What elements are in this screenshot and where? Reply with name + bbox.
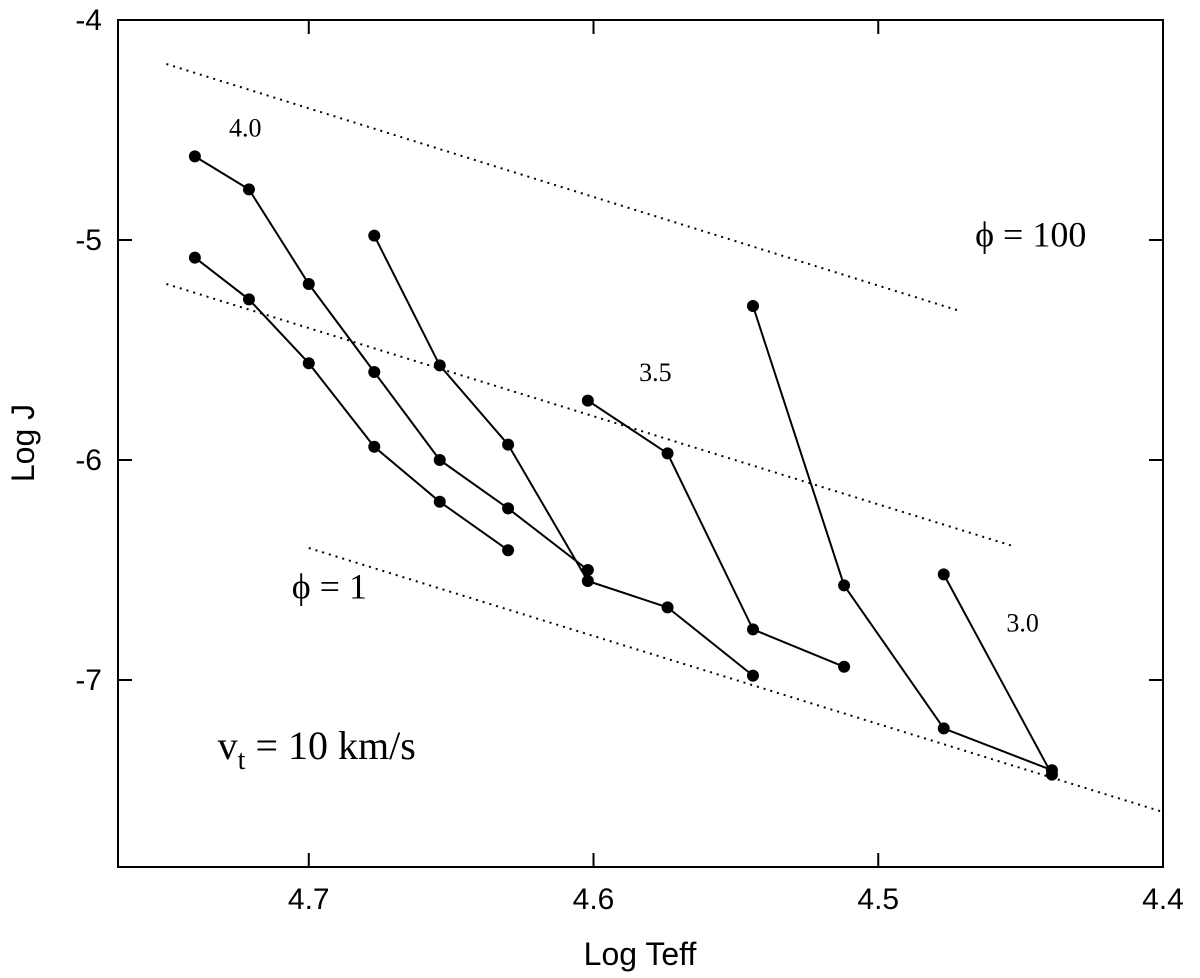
data-point [838, 579, 851, 592]
data-point [368, 366, 381, 378]
data-point [581, 394, 594, 407]
data-point [661, 447, 674, 460]
data-point [368, 440, 381, 453]
y-axis-ticks: -4 -5 -6 -7 [75, 4, 1163, 697]
data-point [433, 495, 446, 508]
data-point [746, 669, 759, 682]
data-point [581, 575, 594, 587]
annotation-label: ϕ = 100 [975, 215, 1086, 255]
data-point [242, 183, 255, 196]
data-point [188, 251, 201, 264]
dotted-reference-line [308, 547, 1164, 813]
series-line [194, 155, 589, 571]
x-tick-label: 4.6 [573, 883, 615, 916]
x-tick-label: 4.4 [1142, 883, 1184, 916]
y-tick-label: -6 [75, 444, 102, 477]
series-line [752, 305, 1053, 772]
series-line [942, 573, 1053, 776]
data-point [302, 357, 315, 370]
dotted-reference-line [166, 63, 959, 312]
series-group [188, 251, 515, 557]
reference-lines [166, 63, 1164, 813]
plot-frame [117, 19, 1164, 868]
data-point [502, 502, 515, 515]
data-point [302, 278, 315, 290]
turbulent-velocity-note: vt = 10 km/s [218, 723, 416, 776]
data-point [746, 623, 759, 636]
data-point [433, 454, 446, 466]
vt-note-main: v [218, 723, 238, 768]
vt-note-rest: = 10 km/s [245, 723, 415, 768]
x-axis-ticks: 4.7 4.6 4.5 4.4 [288, 20, 1184, 916]
y-tick-label: -5 [75, 224, 102, 257]
y-tick-label: -7 [75, 664, 102, 697]
x-tick-label: 4.5 [857, 883, 899, 916]
annotation-label: 3.0 [1006, 609, 1038, 638]
x-axis-label: Log Teff [584, 936, 697, 972]
data-point [433, 359, 446, 372]
data-point [838, 660, 851, 673]
data-series [188, 150, 1058, 781]
data-point [502, 438, 515, 451]
data-point [661, 601, 674, 614]
y-tick-label: -4 [75, 4, 102, 37]
data-point [937, 568, 950, 581]
series-line [373, 235, 754, 677]
data-point [746, 300, 759, 312]
x-tick-label: 4.7 [288, 883, 330, 916]
vt-note-subscript: t [238, 745, 246, 776]
data-point [242, 293, 255, 306]
data-point [188, 150, 201, 163]
data-point [502, 544, 515, 557]
series-line [194, 256, 509, 552]
annotation-label: 3.5 [639, 358, 672, 387]
series-line [587, 399, 845, 668]
y-axis-label: Log J [5, 404, 41, 482]
annotation-label: 4.0 [229, 114, 262, 143]
data-point [937, 722, 950, 735]
series-group [368, 229, 759, 682]
annotation-label: ϕ = 1 [292, 567, 367, 607]
data-point [1045, 768, 1058, 781]
data-point [368, 229, 381, 242]
series-group [937, 568, 1058, 781]
series-group [746, 300, 1058, 777]
series-group [188, 150, 594, 576]
dotted-reference-line [166, 283, 1013, 547]
data-point [581, 564, 594, 576]
annotations: 4.0 3.5 3.0 ϕ = 100 ϕ = 1 [229, 114, 1086, 638]
series-group [581, 394, 851, 673]
